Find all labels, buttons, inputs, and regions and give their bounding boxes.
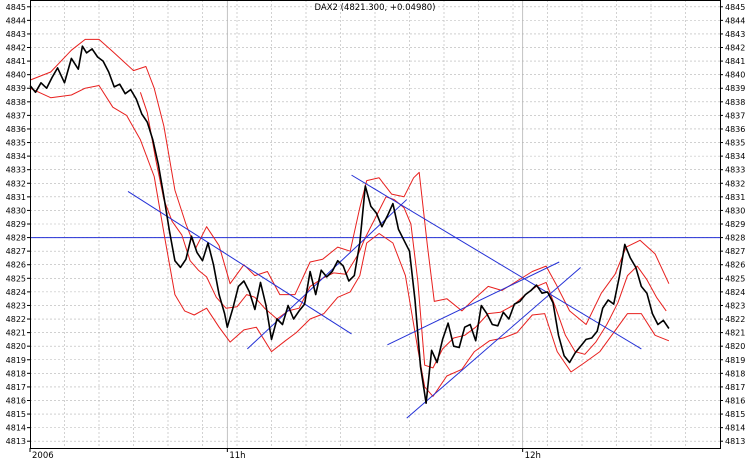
y-tick-label: 4845 bbox=[6, 3, 26, 12]
y-tick-label: 4819 bbox=[6, 356, 26, 365]
x-tick-label: 11h bbox=[229, 451, 245, 460]
y-tick-label: 4839 bbox=[6, 84, 26, 93]
x-tick-label: 12h bbox=[525, 451, 541, 460]
price-series bbox=[29, 45, 670, 404]
y-tick-label: 4838 bbox=[725, 98, 745, 107]
y-tick-label: 4833 bbox=[6, 166, 26, 175]
upper-band-line bbox=[29, 38, 670, 325]
y-tick-label: 4837 bbox=[725, 111, 745, 120]
y-tick-label: 4842 bbox=[6, 44, 26, 53]
y-tick-label: 4821 bbox=[725, 329, 745, 338]
y-tick-label: 4829 bbox=[6, 220, 26, 229]
y-tick-label: 4836 bbox=[6, 125, 26, 134]
y-axis-right: 4813 4814 4815 4816 4817 4818 4819 4820 4821 4822… bbox=[720, 3, 745, 446]
y-tick-label: 4821 bbox=[6, 329, 26, 338]
y-tick-label: 4820 bbox=[6, 342, 26, 351]
y-tick-label: 4824 bbox=[725, 288, 745, 297]
y-tick-label: 4835 bbox=[6, 139, 26, 148]
y-tick-label: 4827 bbox=[6, 247, 26, 256]
y-tick-label: 4826 bbox=[6, 261, 26, 270]
chart-title: DAX2 (4821.300, +0.04980) bbox=[314, 3, 435, 13]
y-tick-label: 4824 bbox=[6, 288, 26, 297]
y-tick-label: 4830 bbox=[725, 206, 745, 215]
y-tick-label: 4814 bbox=[725, 424, 745, 433]
y-tick-label: 4828 bbox=[6, 234, 26, 243]
trendline bbox=[406, 267, 581, 419]
y-tick-label: 4841 bbox=[725, 57, 745, 66]
y-tick-label: 4828 bbox=[725, 234, 745, 243]
y-tick-label: 4842 bbox=[725, 44, 745, 53]
y-tick-label: 4819 bbox=[725, 356, 745, 365]
y-tick-label: 4838 bbox=[6, 98, 26, 107]
y-tick-label: 4813 bbox=[725, 437, 745, 446]
y-tick-label: 4830 bbox=[6, 206, 26, 215]
y-tick-label: 4827 bbox=[725, 247, 745, 256]
y-tick-label: 4820 bbox=[725, 342, 745, 351]
y-tick-label: 4817 bbox=[6, 383, 26, 392]
y-tick-label: 4840 bbox=[6, 71, 26, 80]
y-tick-label: 4826 bbox=[725, 261, 745, 270]
y-tick-label: 4845 bbox=[725, 3, 745, 12]
y-tick-label: 4825 bbox=[725, 274, 745, 283]
y-tick-label: 4813 bbox=[6, 437, 26, 446]
y-tick-label: 4834 bbox=[6, 152, 26, 161]
y-tick-label: 4844 bbox=[6, 16, 26, 25]
trendline bbox=[127, 190, 352, 335]
y-tick-label: 4816 bbox=[6, 396, 26, 405]
y-tick-label: 4818 bbox=[6, 369, 26, 378]
y-tick-label: 4840 bbox=[725, 71, 745, 80]
y-tick-label: 4823 bbox=[6, 301, 26, 310]
y-axis-left: 4813 4814 4815 4816 4817 4818 4819 4820 4821 4822… bbox=[6, 3, 30, 446]
y-tick-label: 4822 bbox=[6, 315, 26, 324]
y-tick-label: 4841 bbox=[6, 57, 26, 66]
price-line bbox=[29, 45, 670, 404]
y-tick-label: 4837 bbox=[6, 111, 26, 120]
y-tick-label: 4822 bbox=[725, 315, 745, 324]
x-axis: 2006 11h 12h bbox=[29, 448, 541, 460]
y-tick-label: 4832 bbox=[725, 179, 745, 188]
y-tick-label: 4836 bbox=[725, 125, 745, 134]
lower-band-line bbox=[29, 85, 670, 397]
trendline bbox=[387, 261, 560, 346]
y-tick-label: 4839 bbox=[725, 84, 745, 93]
gridlines bbox=[30, 0, 720, 448]
trendlines bbox=[127, 174, 642, 419]
y-tick-label: 4829 bbox=[725, 220, 745, 229]
y-tick-label: 4831 bbox=[6, 193, 26, 202]
y-tick-label: 4815 bbox=[725, 410, 745, 419]
y-tick-label: 4831 bbox=[725, 193, 745, 202]
y-tick-label: 4844 bbox=[725, 16, 745, 25]
y-tick-label: 4825 bbox=[6, 274, 26, 283]
y-tick-label: 4815 bbox=[6, 410, 26, 419]
y-tick-label: 4816 bbox=[725, 396, 745, 405]
y-tick-label: 4834 bbox=[725, 152, 745, 161]
y-tick-label: 4843 bbox=[6, 30, 26, 39]
y-tick-label: 4843 bbox=[725, 30, 745, 39]
y-tick-label: 4814 bbox=[6, 424, 26, 433]
y-tick-label: 4818 bbox=[725, 369, 745, 378]
y-tick-label: 4817 bbox=[725, 383, 745, 392]
y-tick-label: 4835 bbox=[725, 139, 745, 148]
y-tick-label: 4833 bbox=[725, 166, 745, 175]
trendline bbox=[351, 174, 642, 350]
x-tick-label: 2006 bbox=[32, 451, 54, 460]
y-tick-label: 4832 bbox=[6, 179, 26, 188]
y-tick-label: 4823 bbox=[725, 301, 745, 310]
